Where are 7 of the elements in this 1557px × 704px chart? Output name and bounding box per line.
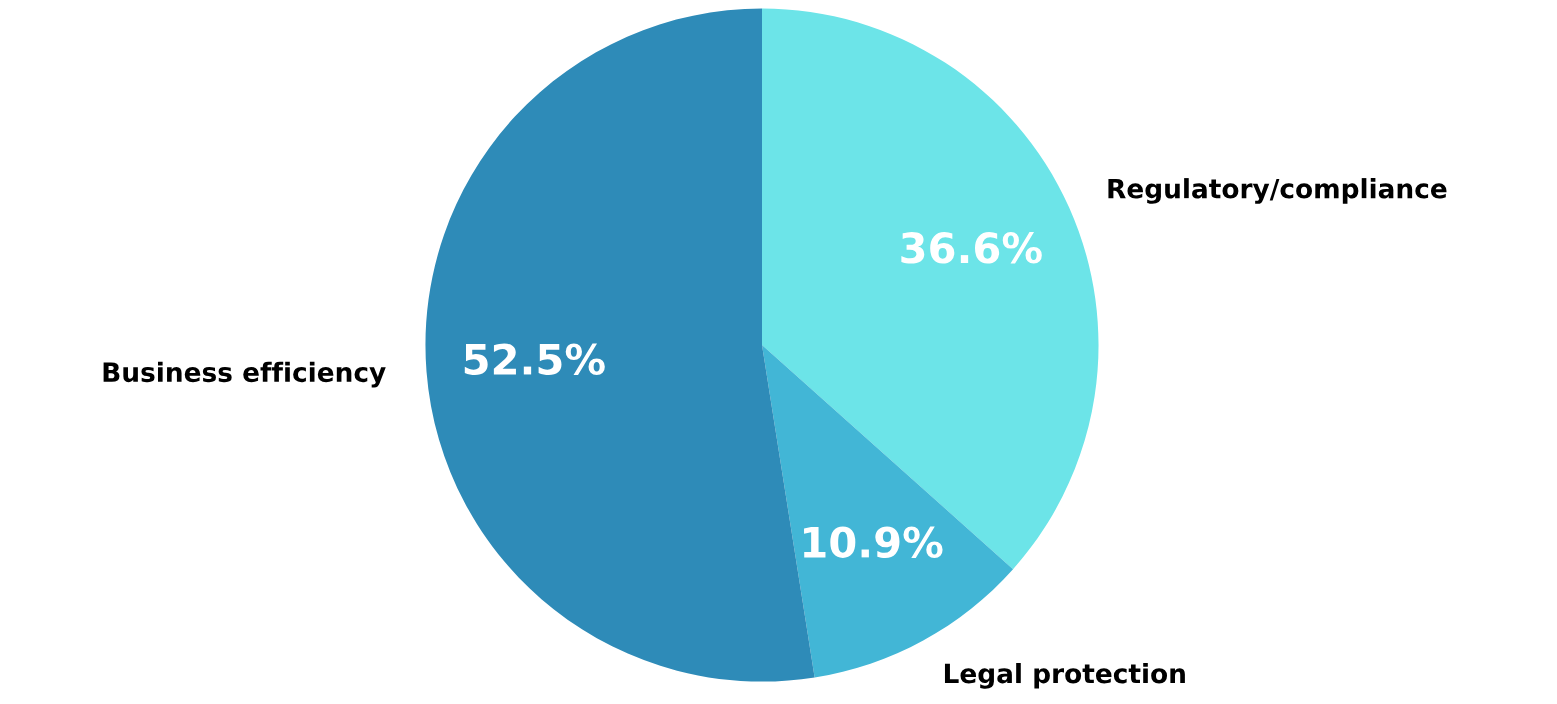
- pie-slice: [762, 8, 1099, 570]
- data-label: 36.6%: [901, 232, 1042, 264]
- data-label: 52.5%: [464, 343, 605, 376]
- slice-label: Regulatory/compliance: [1108, 178, 1447, 204]
- slice-label: Business efficiency: [103, 361, 386, 388]
- data-label: 10.9%: [804, 526, 943, 558]
- slice-label: Legal protection: [944, 663, 1185, 689]
